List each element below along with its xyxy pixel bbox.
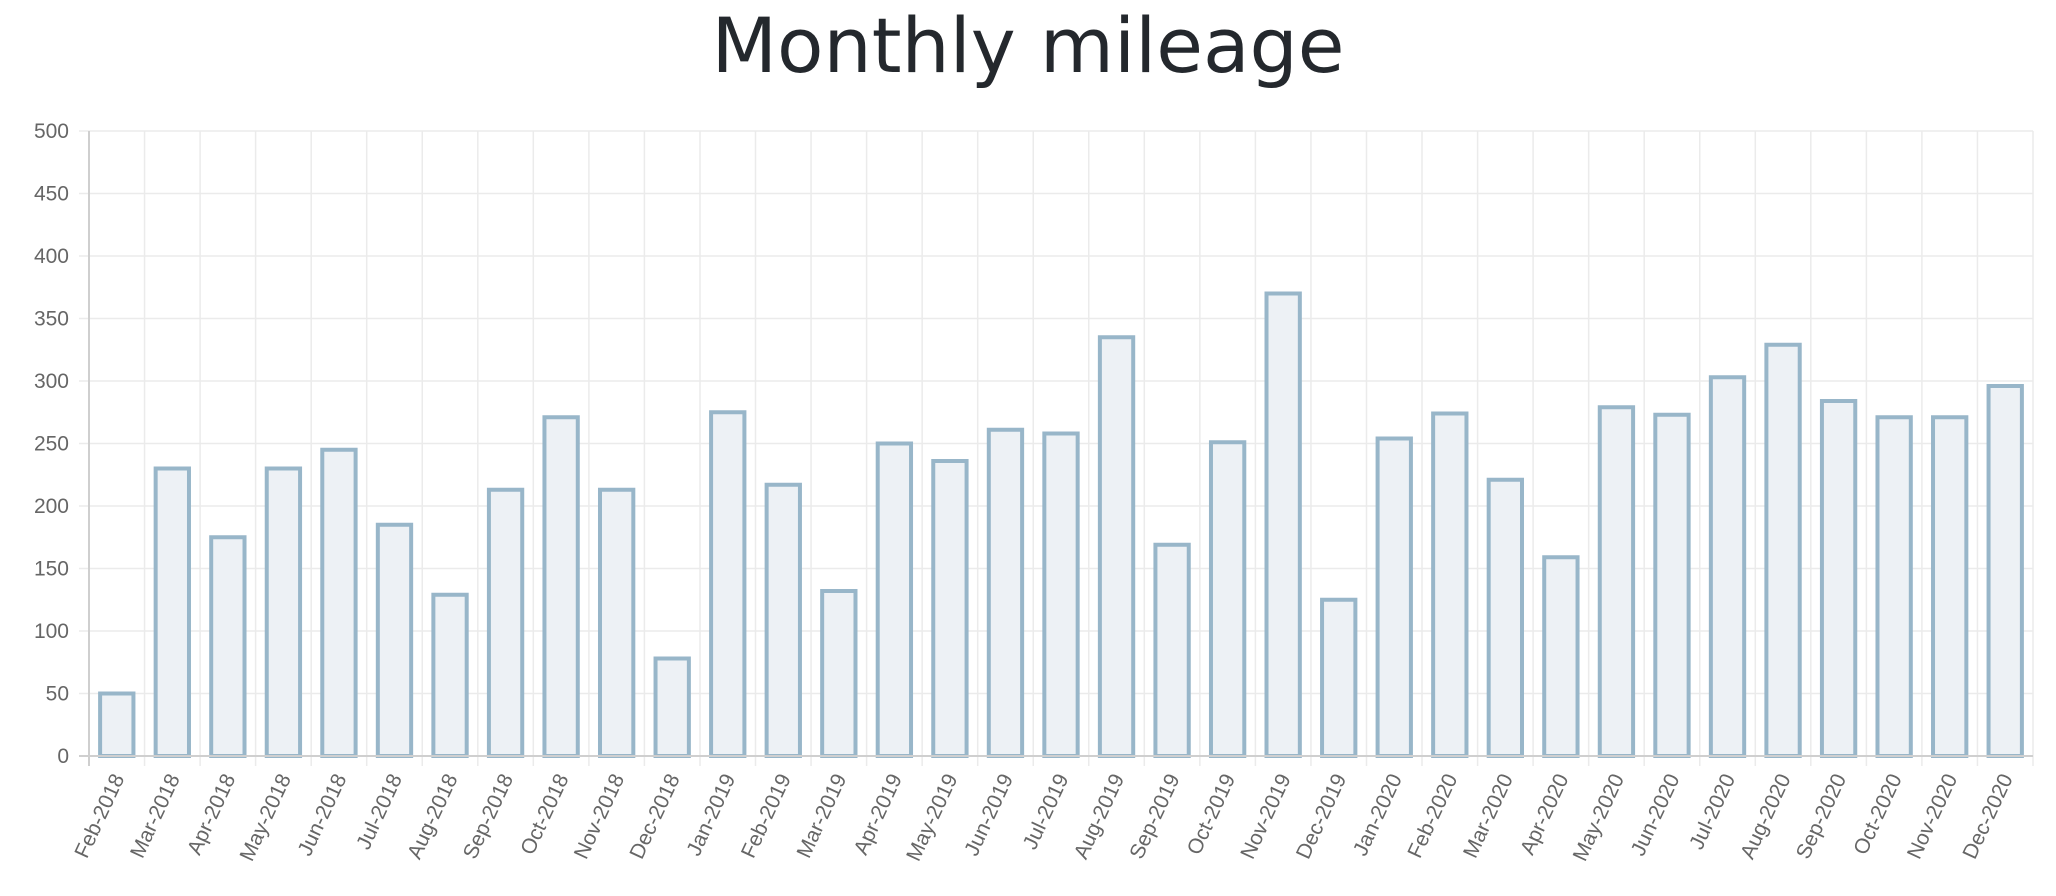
chart-title: Monthly mileage [711,1,1345,90]
bar [542,415,580,758]
x-tick-label: Feb-2019 [737,770,796,861]
x-tick-label: May-2020 [1569,770,1629,864]
x-tick-label: Dec-2018 [625,770,684,862]
x-tick-label: Sep-2018 [459,770,518,862]
x-tick-label: Dec-2019 [1292,770,1351,862]
bar [1097,335,1136,758]
bar [931,459,969,758]
bar [1375,436,1413,758]
bar [820,589,858,758]
x-tick-label: Mar-2018 [126,770,185,861]
x-tick-label: Sep-2020 [1792,770,1851,862]
x-tick-labels: Feb-2018Mar-2018Apr-2018May-2018Jun-2018… [70,770,2017,864]
bar [1208,440,1247,758]
y-tick-label: 0 [57,745,69,768]
x-tick-label: Feb-2020 [1403,770,1462,861]
x-tick-label: Nov-2020 [1903,770,1962,862]
x-tick-label: Jan-2020 [1349,770,1407,859]
x-tick-label: Dec-2020 [1958,770,2017,862]
bar [653,656,691,758]
bar [264,466,303,758]
y-tick-label: 150 [34,558,69,581]
y-tick-label: 350 [34,308,69,331]
bar [153,466,191,758]
bar [597,487,636,758]
x-tick-label: Jun-2019 [960,770,1018,859]
x-tick-label: Aug-2020 [1736,770,1795,862]
x-tick-label: Aug-2019 [1070,770,1129,862]
x-tick-label: Oct-2019 [1183,770,1240,858]
y-tick-label: 400 [34,245,69,268]
x-tick-label: May-2018 [236,770,296,864]
bar [1931,415,1969,758]
bar [764,482,802,758]
x-tick-label: Jul-2020 [1685,770,1740,853]
bar [1542,555,1580,758]
y-tick-label: 50 [46,683,69,706]
bar [98,691,136,758]
bar [1819,399,1858,758]
bar [1986,384,2024,758]
x-tick-label: Feb-2018 [70,770,129,861]
bar [375,522,414,758]
x-tick-label: Jul-2018 [352,770,407,853]
x-tick-label: Nov-2019 [1236,770,1295,862]
x-tick-label: Apr-2020 [1516,770,1573,858]
bar [1653,412,1691,758]
bar [1264,291,1302,758]
bar [486,487,525,758]
bar [1431,411,1469,758]
bar [1153,542,1191,758]
bar [1486,477,1525,758]
bar [1042,431,1080,758]
bar [709,410,747,758]
x-tick-label: Apr-2018 [183,770,240,858]
x-tick-label: Apr-2019 [850,770,907,858]
bar [431,592,469,758]
bar [1708,375,1747,758]
x-tick-label: Mar-2019 [793,770,852,861]
bar [209,535,247,758]
bar [1597,405,1636,758]
y-tick-label: 200 [34,495,69,518]
x-tick-label: Oct-2020 [1849,770,1906,858]
bar [1320,597,1358,758]
x-tick-label: Nov-2018 [570,770,629,862]
y-tick-labels: 0 50 100 150 200 250 300 350 400 450 500 [34,120,69,768]
y-tick-label: 500 [34,120,69,143]
x-tick-label: Sep-2019 [1125,770,1184,862]
x-tick-label: Jul-2019 [1019,770,1074,853]
bars [98,291,2024,758]
bar [320,447,358,758]
bar [1764,342,1802,758]
y-tick-label: 300 [34,370,69,393]
x-tick-label: May-2019 [902,770,962,864]
y-tick-label: 100 [34,620,69,643]
x-tick-label: Mar-2020 [1459,770,1518,861]
x-tick-label: Oct-2018 [516,770,573,858]
bar [986,427,1025,758]
y-tick-label: 450 [34,183,69,206]
y-tick-label: 250 [34,433,69,456]
x-tick-label: Jan-2019 [682,770,740,859]
x-tick-label: Aug-2018 [403,770,462,862]
x-tick-label: Jun-2018 [294,770,352,859]
x-tick-label: Jun-2020 [1627,770,1685,859]
bar [1875,415,1913,758]
bar [875,441,914,758]
